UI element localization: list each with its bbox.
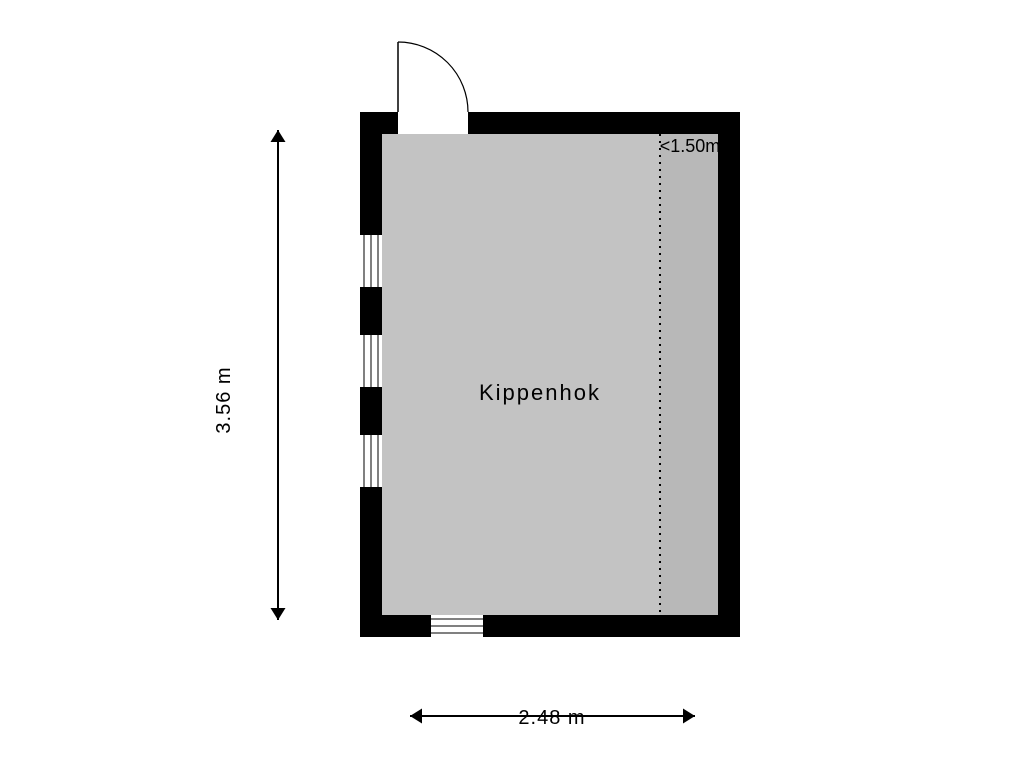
dim-height-label: 3.56 m xyxy=(213,366,235,433)
floorplan-diagram: Kippenhok <1.50m 3.56 m 2.48 m xyxy=(0,0,1024,768)
door-opening xyxy=(398,112,468,134)
door-swing-arc xyxy=(398,42,468,112)
ceiling-height-label: <1.50m xyxy=(660,136,721,156)
low-ceiling-zone xyxy=(660,134,718,615)
room-name-label: Kippenhok xyxy=(479,380,601,405)
dim-width-label: 2.48 m xyxy=(518,707,585,729)
